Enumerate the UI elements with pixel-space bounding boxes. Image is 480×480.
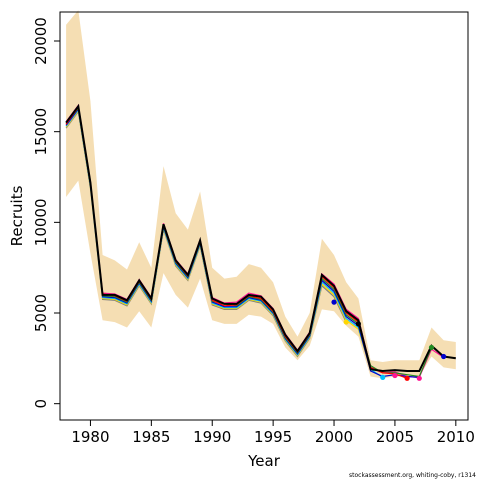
credit-text: stockassessment.org, whiting-coby, r1314 [349, 472, 476, 479]
series-line-2 [65, 106, 433, 378]
x-tick-label: 1990 [193, 428, 231, 446]
x-tick-label: 1995 [254, 428, 292, 446]
x-axis-title: Year [247, 452, 281, 470]
y-tick-label: 5000 [32, 294, 50, 332]
end-point-6 [416, 375, 422, 381]
series-line-3 [66, 109, 444, 377]
x-tick-label: 2010 [437, 428, 475, 446]
x-tick-label: 1980 [71, 428, 109, 446]
end-point-4 [392, 372, 398, 379]
x-tick-label: 2005 [376, 428, 414, 446]
y-tick-label: 15000 [32, 108, 50, 156]
x-tick-label: 2000 [315, 428, 353, 446]
y-axis: 0 5000 10000 15000 20000 [32, 17, 60, 408]
series-line-6 [65, 109, 372, 371]
retro-end-points [331, 299, 447, 381]
end-point-7 [428, 344, 435, 351]
y-tick-label: 10000 [32, 198, 50, 246]
x-axis: 1980 1985 1990 1995 2000 2005 2010 [71, 420, 475, 446]
series-line-4 [65, 108, 384, 378]
end-point-3 [380, 374, 386, 380]
end-point-2 [355, 321, 361, 327]
x-tick-label: 1985 [132, 428, 170, 446]
series-line-5 [65, 103, 444, 379]
end-point-0 [331, 299, 337, 305]
y-axis-title: Recruits [8, 185, 26, 246]
end-point-8 [441, 353, 447, 360]
series-line-0 [65, 103, 456, 373]
confidence-band-area [66, 10, 456, 379]
y-tick-label: 0 [32, 399, 50, 409]
end-point-5 [404, 375, 410, 381]
plot-frame [59, 11, 469, 421]
confidence-band [66, 10, 456, 379]
end-point-1 [343, 319, 349, 325]
series-lines [65, 103, 456, 379]
series-line-1 [65, 105, 408, 379]
y-tick-label: 20000 [32, 17, 50, 65]
